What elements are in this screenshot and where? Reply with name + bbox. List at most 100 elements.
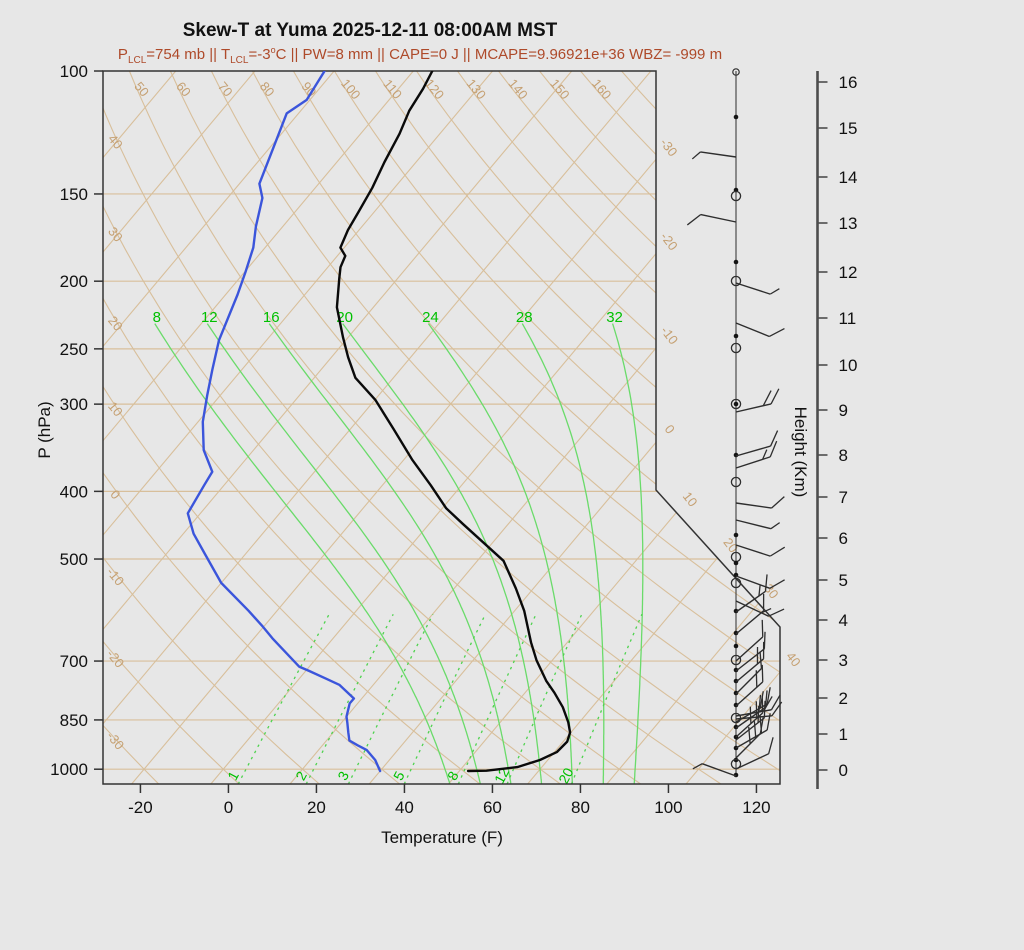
- wind-level-dot: [733, 608, 739, 614]
- dry-adiabat-label-left: 30: [105, 224, 126, 245]
- x-tick-label: 80: [571, 798, 590, 817]
- dry-adiabat-line: [128, 71, 780, 784]
- grid-dry-adiabats: [103, 71, 780, 784]
- pressure-axis: 100 150 200 250 300 400 500 700 850 1000 P (hPa): [35, 62, 103, 779]
- wind-level-circle: [730, 476, 742, 488]
- dry-adiabat-line: [457, 71, 780, 784]
- wind-level-dot: [733, 702, 739, 708]
- temperature-curve: [335, 71, 572, 773]
- wind-barb: [735, 651, 763, 695]
- isotherm-line: [210, 71, 780, 784]
- dry-adiabat-label-top: 120: [422, 76, 447, 102]
- height-tick-label: 0: [839, 761, 848, 780]
- subtitle-segment: LCL: [127, 55, 147, 66]
- dry-adiabat-line: [103, 71, 561, 784]
- mixing-ratio-line: [403, 614, 486, 784]
- dry-adiabat-line: [103, 71, 320, 784]
- mixing-ratio-line: [305, 614, 394, 784]
- dry-adiabat-label-top: 80: [257, 79, 278, 100]
- height-tick-label: 14: [839, 168, 858, 187]
- wind-level-dot: [733, 560, 739, 566]
- dry-adiabat-line: [703, 71, 780, 784]
- wind-barb: [735, 700, 766, 741]
- height-tick-label: 12: [839, 263, 858, 282]
- wind-barb: [735, 388, 780, 413]
- temperature-axis: -20 0 20 40 60 80 100 120 Temperature (F): [128, 784, 771, 847]
- dry-adiabat-label-top: 70: [215, 79, 236, 100]
- isotherm-line: [0, 71, 17, 784]
- dry-adiabat-line: [210, 71, 780, 784]
- wind-staff-top-circle: [732, 68, 740, 76]
- grid-isobars: [103, 193, 780, 770]
- x-axis-title: Temperature (F): [381, 828, 503, 847]
- height-axis-title: Height (Km): [791, 407, 810, 498]
- wind-level-circle: [730, 190, 742, 202]
- mixing-ratio-label: 5: [390, 768, 408, 783]
- dry-adiabat-line: [333, 71, 780, 784]
- sounding-curves: [186, 71, 572, 773]
- dry-adiabat-label-left: 0: [107, 487, 123, 502]
- plot-boundary: [102, 70, 781, 785]
- dry-adiabat-label-top: 60: [173, 79, 194, 100]
- isotherm-label-right: -10: [658, 323, 681, 347]
- dry-adiabat-label-top: 140: [505, 76, 530, 102]
- wind-barb: [735, 282, 780, 295]
- wind-barb: [735, 593, 765, 635]
- mixing-ratio-label: 20: [555, 765, 577, 786]
- pressure-tick-label: 400: [60, 482, 88, 501]
- pressure-tick-label: 1000: [50, 760, 88, 779]
- wind-level-dot: [733, 678, 739, 684]
- wind-level-dot: [733, 333, 739, 339]
- x-tick-label: 20: [307, 798, 326, 817]
- dry-adiabat-line: [103, 71, 400, 784]
- isotherm-line: [527, 71, 780, 784]
- pressure-tick-label: 300: [60, 395, 88, 414]
- wind-barb: [735, 440, 778, 469]
- wind-barb: [686, 213, 737, 226]
- dry-adiabat-line: [103, 71, 641, 784]
- dry-adiabat-line: [621, 71, 780, 784]
- dry-adiabat-label-top: 160: [589, 76, 614, 102]
- grid: [0, 71, 780, 784]
- wind-level-dot: [733, 259, 739, 265]
- grid-moist-adiabats: [154, 323, 644, 784]
- isotherm-line: [103, 71, 573, 784]
- x-tick-label: 100: [654, 798, 682, 817]
- dry-adiabat-line: [103, 71, 481, 784]
- wind-barb: [692, 763, 737, 777]
- pressure-tick-label: 850: [60, 711, 88, 730]
- isotherm-label-right: 0: [662, 422, 678, 437]
- height-tick-label: 2: [839, 689, 848, 708]
- dry-adiabat-line: [498, 71, 780, 784]
- height-tick-label: 15: [839, 119, 858, 138]
- mixing-ratio-label: 3: [334, 768, 352, 783]
- wind-barb: [691, 151, 737, 160]
- mixing-ratio-line: [457, 614, 537, 784]
- dewpoint-curve: [186, 71, 382, 773]
- wind-barb: [735, 737, 774, 770]
- height-tick-label: 10: [839, 356, 858, 375]
- wind-barb: [735, 574, 768, 613]
- dry-adiabat-label-left: -20: [104, 647, 128, 671]
- wind-barb: [735, 641, 765, 683]
- height-tick-label: 13: [839, 214, 858, 233]
- wind-level-dot: [733, 667, 739, 673]
- wind-level-dot: [733, 690, 739, 696]
- height-tick-label: 6: [839, 529, 848, 548]
- moist-adiabat-line: [206, 323, 482, 784]
- wind-level-circle: [730, 577, 742, 589]
- pressure-tick-label: 200: [60, 272, 88, 291]
- isotherm-line: [103, 71, 335, 784]
- pressure-tick-label: 500: [60, 550, 88, 569]
- wind-barb: [735, 664, 764, 707]
- wind-barb: [735, 496, 785, 509]
- wind-barb: [735, 631, 766, 672]
- wind-barb: [735, 575, 785, 589]
- dry-adiabat-line: [103, 71, 240, 784]
- x-tick-label: 40: [395, 798, 414, 817]
- x-tick-label: 60: [483, 798, 502, 817]
- wind-level-dot: [733, 630, 739, 636]
- mixing-ratio-line: [570, 614, 643, 784]
